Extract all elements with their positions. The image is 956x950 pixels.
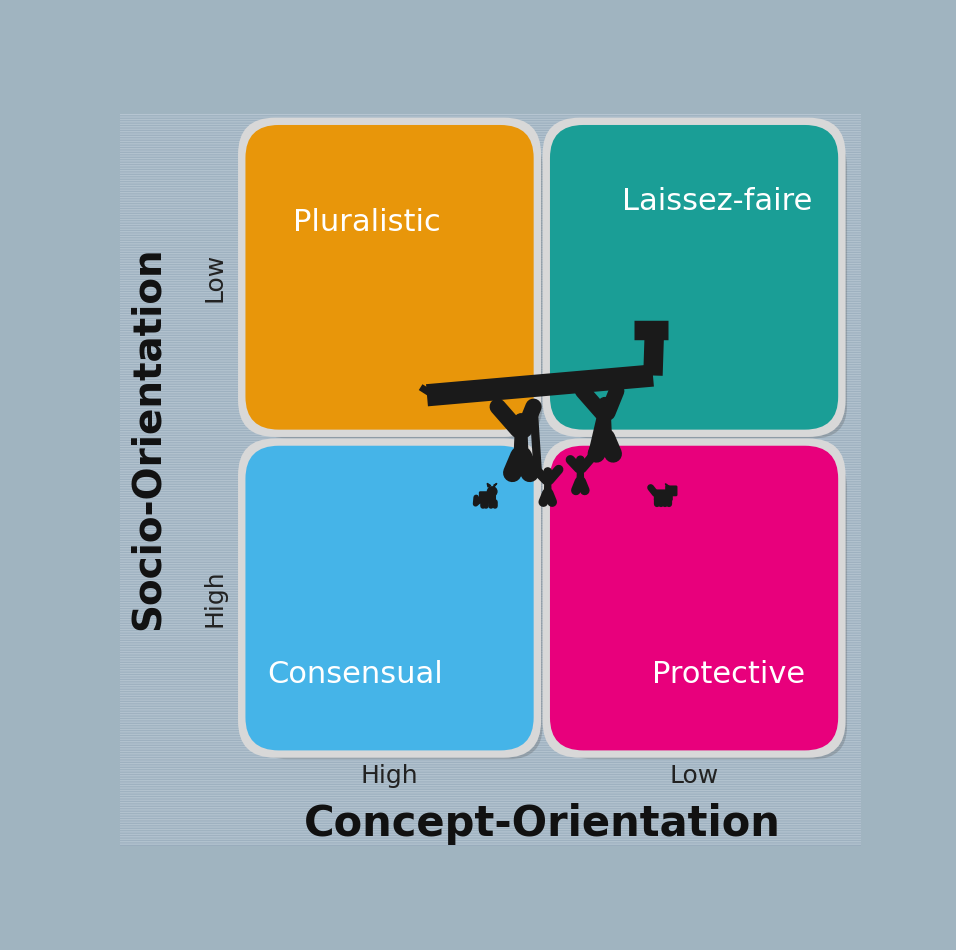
Polygon shape bbox=[665, 484, 670, 487]
FancyBboxPatch shape bbox=[550, 446, 838, 750]
FancyBboxPatch shape bbox=[254, 134, 543, 438]
Polygon shape bbox=[514, 427, 528, 456]
Text: Pluralistic: Pluralistic bbox=[293, 208, 441, 237]
FancyBboxPatch shape bbox=[254, 454, 543, 759]
Text: High: High bbox=[360, 764, 419, 788]
Polygon shape bbox=[545, 475, 551, 493]
FancyBboxPatch shape bbox=[559, 454, 847, 759]
Text: Low: Low bbox=[669, 764, 719, 788]
Circle shape bbox=[544, 468, 552, 475]
Polygon shape bbox=[598, 409, 611, 438]
Polygon shape bbox=[488, 484, 490, 487]
FancyBboxPatch shape bbox=[238, 118, 541, 437]
Text: Laissez-faire: Laissez-faire bbox=[622, 186, 813, 216]
FancyBboxPatch shape bbox=[654, 489, 673, 501]
Text: High: High bbox=[203, 569, 227, 627]
FancyBboxPatch shape bbox=[550, 125, 838, 429]
Polygon shape bbox=[577, 464, 583, 482]
Text: Low: Low bbox=[203, 253, 227, 302]
FancyBboxPatch shape bbox=[665, 485, 678, 496]
Text: Socio-Orientation: Socio-Orientation bbox=[129, 246, 166, 630]
Circle shape bbox=[598, 398, 611, 409]
FancyBboxPatch shape bbox=[543, 438, 846, 758]
Text: Protective: Protective bbox=[652, 659, 805, 689]
FancyBboxPatch shape bbox=[246, 446, 533, 750]
Polygon shape bbox=[494, 484, 497, 487]
Circle shape bbox=[515, 414, 528, 427]
FancyBboxPatch shape bbox=[559, 134, 847, 438]
Text: Consensual: Consensual bbox=[267, 659, 443, 689]
Text: Concept-Orientation: Concept-Orientation bbox=[303, 803, 780, 846]
Circle shape bbox=[576, 456, 584, 464]
FancyBboxPatch shape bbox=[246, 125, 533, 429]
FancyBboxPatch shape bbox=[479, 491, 496, 504]
FancyBboxPatch shape bbox=[238, 438, 541, 758]
Circle shape bbox=[488, 486, 497, 496]
FancyBboxPatch shape bbox=[543, 118, 846, 437]
